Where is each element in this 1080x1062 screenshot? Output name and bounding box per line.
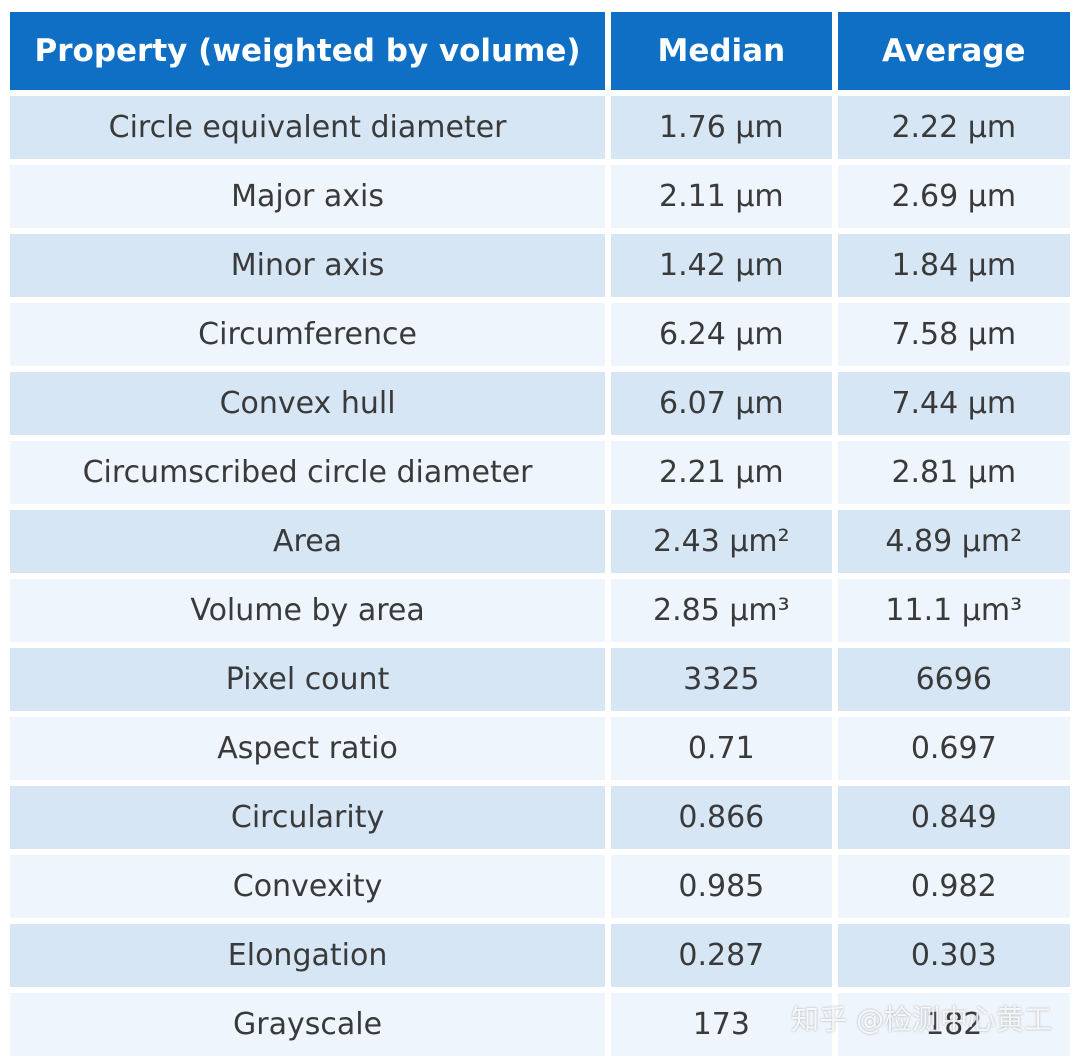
cell-median: 2.21 µm [611, 441, 831, 504]
cell-property: Volume by area [10, 579, 605, 642]
cell-average: 2.69 µm [838, 165, 1070, 228]
cell-property: Area [10, 510, 605, 573]
properties-table: Property (weighted by volume) Median Ave… [4, 6, 1076, 1062]
cell-property: Circle equivalent diameter [10, 96, 605, 159]
header-median: Median [611, 12, 831, 90]
cell-property: Circularity [10, 786, 605, 849]
cell-median: 2.43 µm² [611, 510, 831, 573]
cell-average: 0.697 [838, 717, 1070, 780]
cell-property: Major axis [10, 165, 605, 228]
header-average: Average [838, 12, 1070, 90]
cell-property: Convexity [10, 855, 605, 918]
cell-median: 2.85 µm³ [611, 579, 831, 642]
cell-property: Aspect ratio [10, 717, 605, 780]
cell-median: 173 [611, 993, 831, 1056]
cell-property: Circumference [10, 303, 605, 366]
cell-average: 0.303 [838, 924, 1070, 987]
cell-property: Grayscale [10, 993, 605, 1056]
cell-median: 6.24 µm [611, 303, 831, 366]
properties-table-container: Property (weighted by volume) Median Ave… [10, 12, 1070, 1048]
cell-average: 7.44 µm [838, 372, 1070, 435]
header-property: Property (weighted by volume) [10, 12, 605, 90]
cell-median: 0.287 [611, 924, 831, 987]
cell-average: 0.982 [838, 855, 1070, 918]
cell-median: 1.76 µm [611, 96, 831, 159]
cell-median: 2.11 µm [611, 165, 831, 228]
cell-median: 3325 [611, 648, 831, 711]
cell-average: 182 [838, 993, 1070, 1056]
cell-property: Convex hull [10, 372, 605, 435]
cell-median: 0.71 [611, 717, 831, 780]
cell-average: 2.81 µm [838, 441, 1070, 504]
cell-average: 1.84 µm [838, 234, 1070, 297]
cell-median: 0.985 [611, 855, 831, 918]
cell-property: Elongation [10, 924, 605, 987]
cell-property: Minor axis [10, 234, 605, 297]
cell-median: 0.866 [611, 786, 831, 849]
cell-average: 7.58 µm [838, 303, 1070, 366]
cell-average: 11.1 µm³ [838, 579, 1070, 642]
table-header-row: Property (weighted by volume) Median Ave… [10, 12, 1070, 90]
cell-property: Pixel count [10, 648, 605, 711]
cell-property: Circumscribed circle diameter [10, 441, 605, 504]
cell-average: 0.849 [838, 786, 1070, 849]
cell-average: 4.89 µm² [838, 510, 1070, 573]
cell-average: 2.22 µm [838, 96, 1070, 159]
cell-median: 6.07 µm [611, 372, 831, 435]
cell-average: 6696 [838, 648, 1070, 711]
cell-median: 1.42 µm [611, 234, 831, 297]
